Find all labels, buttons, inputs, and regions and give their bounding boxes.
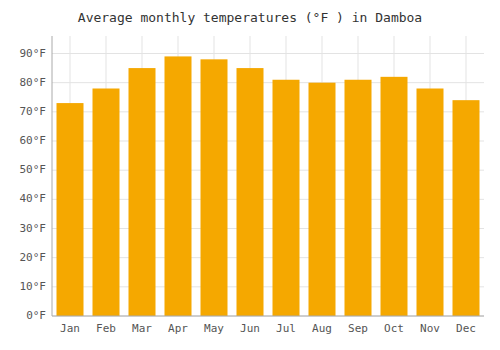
y-tick-label: 10°F <box>20 280 47 293</box>
x-tick-label: Aug <box>312 322 332 335</box>
y-tick-label: 60°F <box>20 134 47 147</box>
x-tick-label: Sep <box>348 322 368 335</box>
bar <box>165 56 192 316</box>
x-tick-label: Dec <box>456 322 476 335</box>
chart-container: 0°F 10°F 20°F 30°F 40°F 50°F 60°F 70°F 80°F 90°F J… <box>0 0 500 350</box>
grid <box>52 36 484 316</box>
bar <box>345 80 372 316</box>
x-tick-label: Mar <box>132 322 152 335</box>
y-tick-label: 40°F <box>20 192 47 205</box>
y-tick-label: 80°F <box>20 76 47 89</box>
bar <box>237 68 264 316</box>
page: {"chart_data": {"type": "bar", "title": … <box>0 0 500 350</box>
bar <box>381 77 408 316</box>
y-grid-line <box>52 82 484 83</box>
y-tick-label: 0°F <box>26 309 46 322</box>
y-tick-label: 90°F <box>20 47 47 60</box>
bar <box>93 89 120 317</box>
x-tick-label: Jan <box>60 322 80 335</box>
x-tick-label: May <box>204 322 224 335</box>
bar <box>453 100 480 316</box>
x-axis-line <box>52 316 484 317</box>
y-tick-label: 30°F <box>20 222 47 235</box>
x-tick-label: Jul <box>276 322 296 335</box>
y-tick-label: 50°F <box>20 163 47 176</box>
x-tick-label: Jun <box>240 322 260 335</box>
chart-svg: 0°F 10°F 20°F 30°F 40°F 50°F 60°F 70°F 80°F 90°F J… <box>0 0 500 350</box>
bar <box>129 68 156 316</box>
chart-title: Average monthly temperatures (°F ) in Da… <box>78 10 422 25</box>
bar <box>57 103 84 316</box>
x-tick-label: Nov <box>420 322 440 335</box>
bar <box>273 80 300 316</box>
y-tick-label: 20°F <box>20 251 47 264</box>
y-tick-label: 70°F <box>20 105 47 118</box>
bar <box>417 89 444 317</box>
bar <box>309 83 336 316</box>
bar <box>201 59 228 316</box>
y-axis-line <box>52 36 53 316</box>
x-tick-label: Feb <box>96 322 116 335</box>
bars <box>57 56 480 316</box>
x-tick-label: Oct <box>384 322 404 335</box>
x-tick-label: Apr <box>168 322 188 335</box>
y-grid-line <box>52 53 484 54</box>
y-grid-line <box>52 316 484 317</box>
